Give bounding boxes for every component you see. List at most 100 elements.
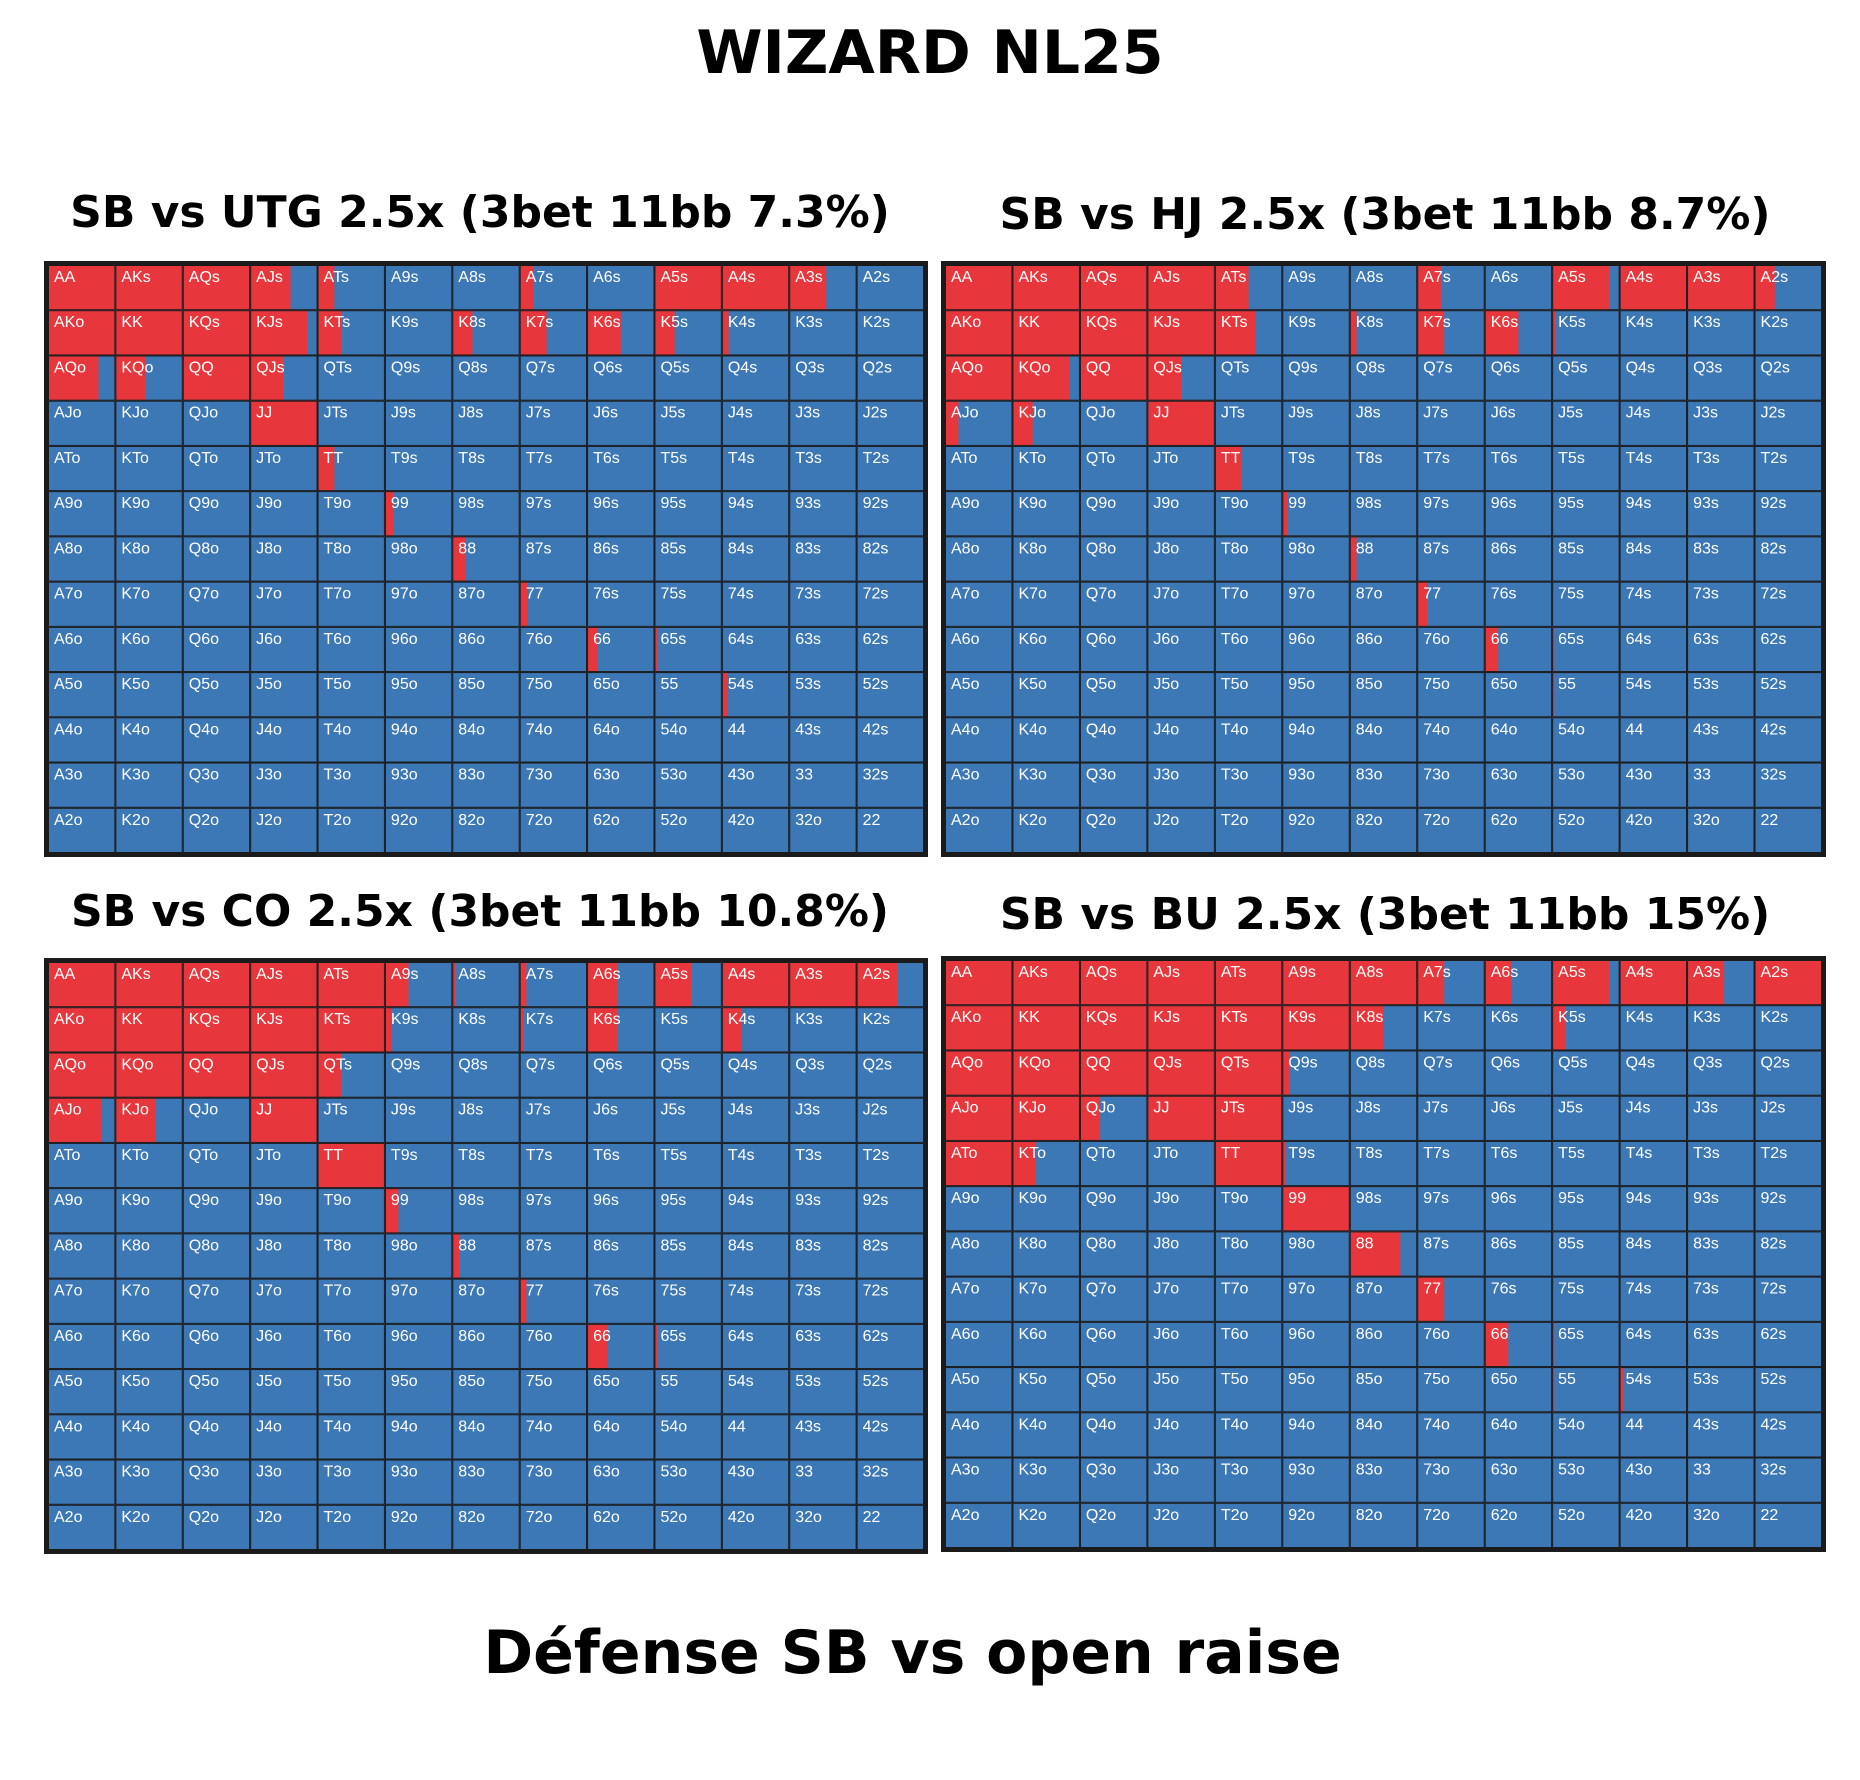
cell-border [1147,1095,1215,1141]
hand-cell-52o: 52o [654,807,722,853]
hand-cell-J6o: J6o [1147,1321,1215,1368]
hand-label: 88 [458,540,476,557]
hand-cell-22: 22 [1754,807,1822,853]
cell-border [1619,310,1688,356]
page-title: WIZARD NL25 [696,18,1164,88]
cell-background [587,626,655,673]
hand-label: T5o [1221,1371,1249,1388]
range-grid-svg: AA AKs AQs AJs ATs A9s A8s A7s A6s A5s A4s A3s A2sAK… [48,962,924,1550]
raise-frequency-bar [1417,1276,1445,1322]
cell-background [1417,355,1485,401]
hand-label: 98o [391,1237,418,1254]
raise-frequency-bar [115,962,183,1008]
cell-border [48,536,116,582]
cell-border [519,265,588,311]
hand-label: J8s [458,405,483,422]
hand-label: K3s [795,1011,823,1028]
cell-background [1484,1276,1553,1322]
cell-border [1012,1140,1080,1187]
hand-cell-52s: 52s [1754,672,1822,718]
cell-background [48,1414,116,1460]
hand-label: 93s [1693,495,1719,512]
cell-border [1079,1050,1148,1096]
cell-border [789,445,857,492]
hand-label: 82o [1356,1507,1383,1524]
cell-background [1214,1502,1283,1548]
cell-background [1552,310,1620,356]
hand-cell-A9s: A9s [1282,960,1350,1006]
cell-background [789,400,857,446]
cell-border [856,762,924,808]
cell-background [1687,491,1755,537]
hand-label: 84o [1356,721,1383,738]
hand-label: Q9o [189,1192,219,1209]
hand-label: T8o [1221,540,1249,557]
hand-cell-74s: 74s [1619,1276,1688,1322]
hand-cell-J5o: J5o [1147,1367,1215,1413]
hand-label: K4s [1626,314,1654,331]
hand-cell-85o: 85o [1349,1367,1418,1413]
cell-border [384,581,453,627]
cell-background [519,807,588,853]
cell-background [1687,1005,1755,1051]
cell-border [1079,536,1148,582]
hand-label: T5s [660,1147,687,1164]
hand-label: A9o [951,1190,980,1207]
raise-frequency-bar [48,962,116,1008]
cell-background [856,400,924,446]
hand-cell-K7o: K7o [115,581,183,627]
hand-label: 94s [1626,1190,1652,1207]
hand-cell-A9o: A9o [945,1186,1013,1232]
hand-label: JTs [324,405,348,422]
hand-label: KJo [1018,405,1046,422]
hand-label: KQo [121,359,153,376]
hand-label: ATs [1221,964,1246,981]
cell-border [1214,355,1283,401]
hand-label: T8s [1356,1145,1383,1162]
cell-background [1417,1457,1485,1503]
cell-border [1552,1321,1620,1368]
cell-background [654,445,722,492]
cell-border [1417,1412,1485,1458]
hand-cell-J6s: J6s [587,400,655,446]
hand-label: 96o [391,631,418,648]
hand-label: A4s [1626,269,1654,286]
hand-cell-QTo: QTo [182,1142,251,1189]
hand-label: 94s [1626,495,1652,512]
cell-background [1484,1367,1553,1413]
cell-background [384,1504,453,1550]
cell-border [115,1188,183,1234]
hand-label: Q5o [1086,676,1116,693]
cell-border [945,491,1013,537]
hand-cell-T9o: T9o [1214,1186,1283,1232]
raise-frequency-bar [945,310,1013,356]
hand-label: K3o [121,1464,150,1481]
cell-background [452,962,520,1008]
hand-cell-T5o: T5o [1214,672,1283,718]
hand-cell-T2o: T2o [1214,1502,1283,1548]
cell-background [384,672,453,718]
cell-background [519,1007,588,1053]
cell-border [1079,265,1148,311]
hand-label: KTs [324,1011,351,1028]
cell-border [519,807,588,853]
hand-label: 76o [1423,631,1450,648]
cell-border [384,1052,453,1098]
hand-label: T9s [1288,1145,1315,1162]
hand-label: J7o [1153,586,1179,603]
hand-label: 33 [1693,1462,1711,1479]
cell-background [48,1142,116,1189]
cell-background [1687,1367,1755,1413]
hand-cell-97o: 97o [1282,581,1350,627]
cell-background [1619,355,1688,401]
cell-border [1214,1412,1283,1458]
hand-cell-T2o: T2o [317,1504,385,1550]
cell-border [1484,717,1553,763]
cell-border [384,717,453,763]
cell-border [654,1052,722,1098]
cell-background [1687,445,1755,492]
hand-cell-95s: 95s [1552,491,1620,537]
raise-frequency-bar [654,310,675,356]
hand-label: 64s [1626,1326,1652,1343]
hand-label: T4s [1626,1145,1653,1162]
